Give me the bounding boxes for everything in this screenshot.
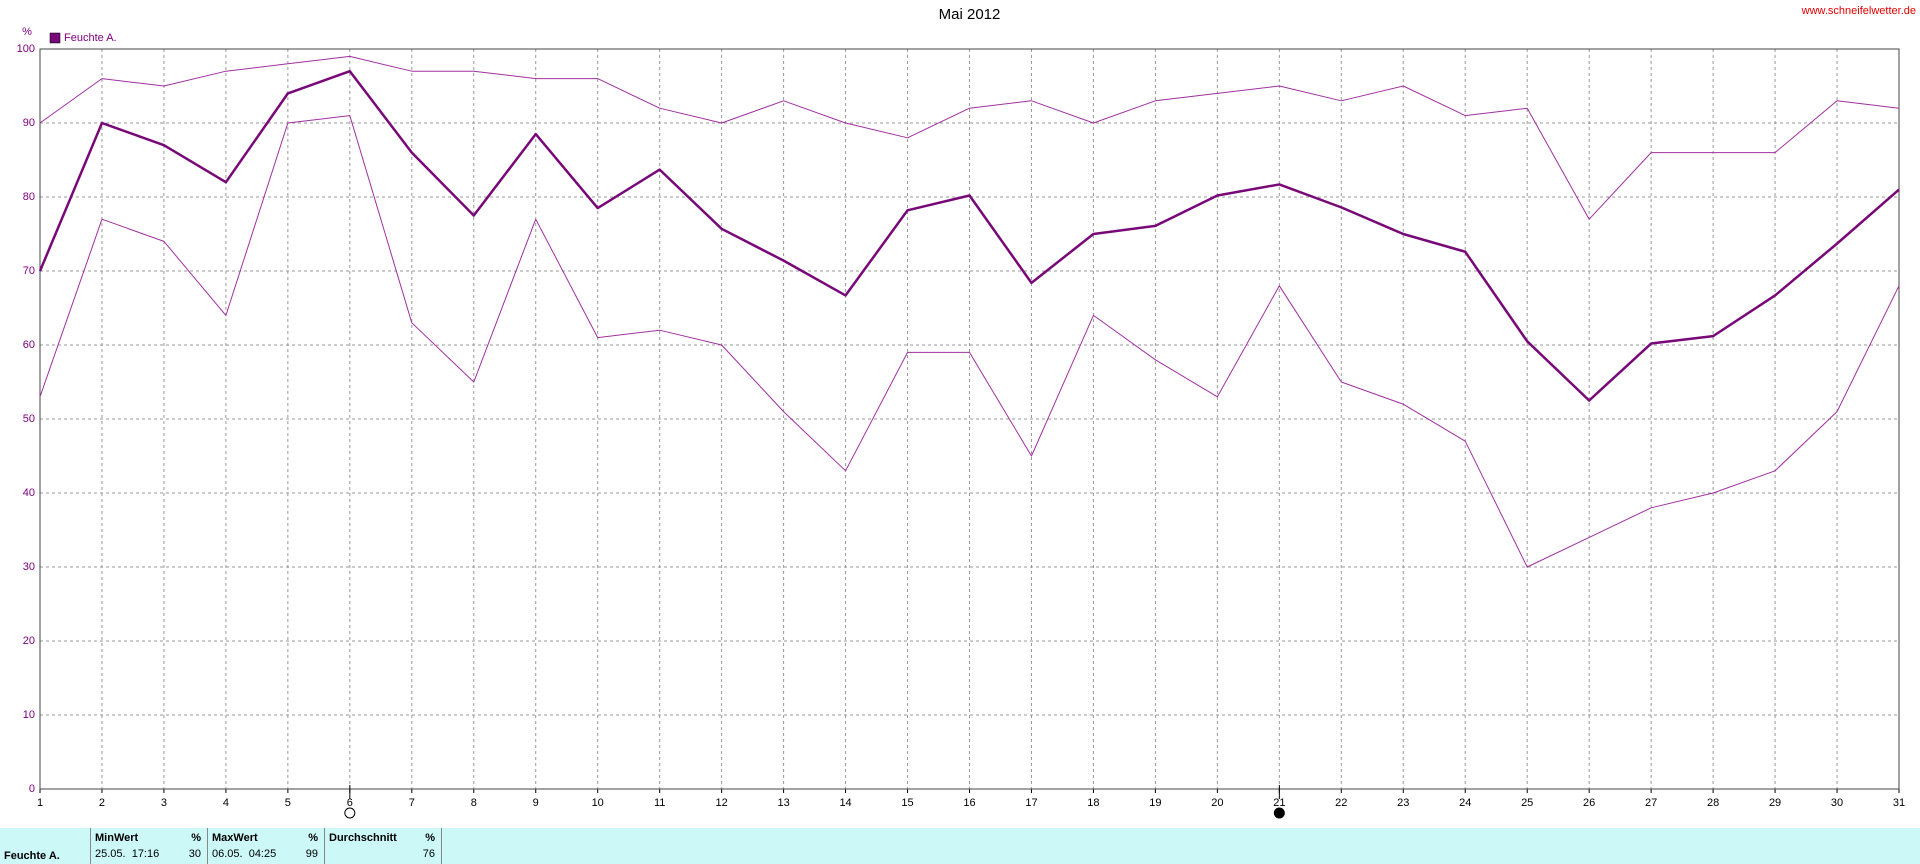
x-tick-label: 24 [1459,797,1471,809]
x-tick-label: 30 [1831,797,1843,809]
summary-column: MinWert% 25.05. 17:16 30 [90,828,207,864]
y-tick-label: 40 [23,487,35,499]
x-tick-label: 9 [533,797,539,809]
line [39,115,1900,568]
x-tick-label: 11 [654,797,665,809]
x-tick-label: 20 [1211,797,1223,809]
column-value: 76 [422,848,435,860]
x-tick-label: 12 [716,797,728,809]
x-tick-label: 25 [1521,797,1533,809]
x-tick-label: 29 [1769,797,1781,809]
x-tick-label: 7 [409,797,415,809]
y-tick-label: 30 [23,561,35,573]
x-tick-label: 18 [1087,797,1099,809]
x-tick-label: 4 [223,797,229,809]
x-tick-label: 19 [1149,797,1161,809]
legend-label: Feuchte A. [64,32,117,44]
y-tick-label: 80 [23,191,35,203]
x-tick-label: 14 [839,797,851,809]
x-tick-label: 10 [592,797,604,809]
y-tick-label: 50 [23,413,35,425]
summary-column: MaxWert% 06.05. 04:25 99 [207,828,324,864]
column-title: MinWert [95,832,139,844]
x-tick-label: 8 [471,797,477,809]
column-value: 99 [305,848,318,860]
x-tick-label: 1 [37,797,43,809]
moon-phase [1273,807,1285,819]
y-tick-label: 0 [29,783,35,795]
column-value: 30 [188,848,201,860]
column-unit: % [191,832,201,844]
x-tick-label: 6 [347,797,353,809]
column-time: 25.05. 17:16 [95,848,160,860]
moon-phase [344,807,356,819]
x-tick-label: 5 [285,797,291,809]
summary-column: Durchschnitt% 76 [324,828,441,864]
x-tick-label: 17 [1025,797,1037,809]
x-tick-label: 15 [901,797,913,809]
column-unit: % [308,832,318,844]
column-unit: % [425,832,435,844]
column-divider [441,828,442,864]
y-unit: % [22,26,32,38]
x-tick-label: 31 [1893,797,1905,809]
x-tick-label: 26 [1583,797,1595,809]
y-tick-label: 90 [23,117,35,129]
plot-frame [39,48,1900,790]
legend-swatch [49,32,61,44]
column-title: Durchschnitt [329,832,397,844]
chart-title: Mai 2012 [939,6,1001,23]
x-tick-label: 13 [777,797,789,809]
x-tick-label: 2 [99,797,105,809]
x-tick-label: 27 [1645,797,1657,809]
line [38,69,1900,402]
column-time: 06.05. 04:25 [212,848,277,860]
x-tick-label: 23 [1397,797,1409,809]
y-tick-label: 10 [23,709,35,721]
x-tick-label: 22 [1335,797,1347,809]
y-tick-label: 60 [23,339,35,351]
row-label: Feuchte A. [4,850,60,862]
y-tick-label: 70 [23,265,35,277]
line [39,55,1900,220]
column-title: MaxWert [212,832,258,844]
y-tick-label: 100 [17,43,35,55]
summary-table: Feuchte A. MinWert% 25.05. 17:16 30 MaxWert… [0,828,1920,864]
y-tick-label: 20 [23,635,35,647]
x-tick-label: 3 [161,797,167,809]
x-tick-label: 28 [1707,797,1719,809]
source: www.schneifelwetter.de [1801,5,1916,17]
x-tick-label: 16 [963,797,975,809]
chart: Mai 2012 www.schneifelwetter.de% 0 10 20 30 40… [17,5,1916,819]
x-tick-label: 21 [1273,797,1285,809]
